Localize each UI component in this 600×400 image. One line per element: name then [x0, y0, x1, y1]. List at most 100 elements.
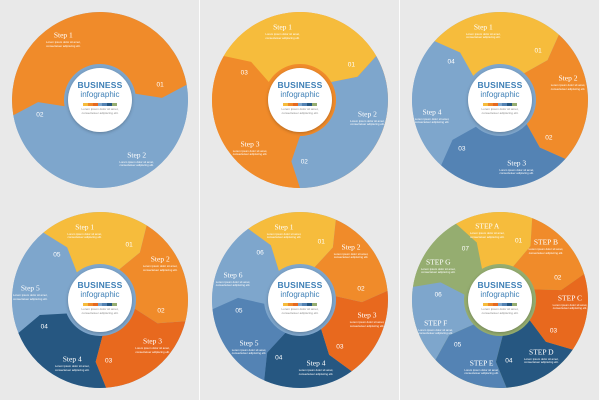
- segment-description: Lorem ipsum dolor sit amet, consectetuer…: [528, 247, 564, 255]
- segment-label: STEP B: [533, 237, 558, 247]
- segment-number: 06: [256, 249, 264, 256]
- segment-description: Lorem ipsum dolor sit amet, consectetuer…: [466, 32, 501, 40]
- segment-06: [212, 228, 279, 310]
- segment-label: Step 4: [306, 358, 326, 368]
- segment-description: Lorem ipsum dolor sit amet, consectetuer…: [333, 252, 369, 260]
- segment-description: Lorem ipsum dolor sit amet, consectetuer…: [67, 231, 102, 240]
- segment-description: Lorem ipsum dolor sit amet, consectetuer…: [231, 347, 267, 356]
- segment-label: Step 2: [357, 109, 377, 119]
- segment-label: Step 1: [53, 30, 73, 40]
- segment-description: Lorem ipsum dolor sit amet, consectetuer…: [418, 327, 453, 336]
- segment-01: [223, 12, 377, 82]
- hub-body-text: Lorem ipsum dolor sit amet, consectetuer…: [81, 307, 119, 315]
- segment-03: [529, 274, 588, 350]
- hub-title: BUSINESS: [477, 80, 523, 90]
- segment-description: Lorem ipsum dolor sit amet, consectetuer…: [119, 159, 154, 168]
- segment-03: [95, 308, 186, 388]
- segment-description: Lorem ipsum dolor sit amet, consectetuer…: [13, 293, 48, 301]
- segment-number: 04: [275, 354, 283, 362]
- color-swatch: [312, 303, 318, 306]
- segment-number: 03: [458, 145, 466, 153]
- segment-label: Step 3: [240, 139, 260, 149]
- segment-number: 05: [53, 251, 61, 259]
- segment-label: Step 1: [473, 22, 493, 32]
- hub-color-bar: [283, 103, 318, 106]
- hub-subtitle: infographic: [80, 290, 120, 299]
- segment-label: Step 5: [20, 283, 40, 293]
- segment-number: 03: [336, 343, 344, 351]
- color-swatch: [83, 103, 88, 106]
- diagram-three-step: Step 1 Lorem ipsum dolor sit amet, consec…: [200, 0, 400, 200]
- segment-description: Lorem ipsum dolor sit amet, consectetuer…: [470, 231, 505, 239]
- segment-number: 01: [534, 47, 542, 55]
- segment-number: 02: [554, 274, 562, 282]
- hub-title: BUSINESS: [477, 280, 523, 290]
- segment-label: Step 5: [239, 338, 259, 348]
- color-swatch: [107, 103, 113, 106]
- segment-number: 02: [157, 307, 165, 315]
- segment-label: Step 3: [507, 158, 527, 168]
- segment-description: Lorem ipsum dolor sit amet, consectetuer…: [414, 116, 450, 125]
- color-swatch: [483, 103, 488, 106]
- diagram-seven-step: STEP A Lorem ipsum dolor sit amet, consec…: [400, 200, 600, 400]
- hub-subtitle: infographic: [80, 90, 120, 99]
- segment-03: [441, 124, 566, 189]
- hub-color-bar: [83, 303, 118, 306]
- segment-label: STEP G: [425, 257, 451, 267]
- color-swatch: [92, 103, 98, 106]
- segment-number: 04: [447, 58, 455, 66]
- segment-description: Lorem ipsum dolor sit amet, consectetuer…: [266, 231, 302, 240]
- segment-label: Step 2: [341, 242, 361, 252]
- hub-subtitle: infographic: [280, 90, 320, 99]
- center-hub: BUSINESS infographic Lorem ipsum dolor sit…: [268, 268, 332, 332]
- segment-02: [13, 84, 189, 189]
- segment-05: [12, 232, 77, 333]
- segment-06: [412, 282, 474, 360]
- segment-description: Lorem ipsum dolor sit amet, consectetuer…: [552, 302, 588, 311]
- segment-number: 01: [347, 61, 356, 69]
- segment-05: [435, 324, 507, 388]
- center-hub: BUSINESS infographic Lorem ipsum dolor sit…: [468, 268, 532, 332]
- color-swatch: [497, 103, 503, 106]
- segment-description: Lorem ipsum dolor sit amet, consectetuer…: [232, 148, 268, 157]
- segment-01: [434, 12, 559, 76]
- cycle-diagram: [412, 12, 588, 189]
- segment-number: 01: [125, 241, 133, 249]
- color-swatch: [502, 103, 508, 106]
- hub-color-bar: [483, 103, 518, 106]
- color-swatch: [487, 303, 493, 306]
- center-hub: BUSINESS infographic Lorem ipsum dolor sit…: [268, 68, 332, 132]
- segment-label: Step 3: [357, 310, 377, 320]
- hub-body-text: Lorem ipsum dolor sit amet, consectetuer…: [481, 107, 519, 115]
- color-swatch: [502, 303, 508, 306]
- segment-label: Step 2: [150, 254, 170, 264]
- hub-body-text: Lorem ipsum dolor sit amet, consectetuer…: [481, 307, 519, 315]
- segment-description: Lorem ipsum dolor sit amet, consectetuer…: [420, 267, 456, 275]
- segment-description: Lorem ipsum dolor sit amet, consectetuer…: [46, 40, 81, 48]
- segment-number: 02: [36, 111, 44, 119]
- hub-subtitle: infographic: [480, 90, 520, 99]
- center-hub: BUSINESS infographic Lorem ipsum dolor sit…: [68, 68, 132, 132]
- color-swatch: [292, 303, 298, 306]
- hub-color-bar: [83, 103, 118, 106]
- segment-04: [264, 329, 352, 388]
- segment-number: 05: [235, 307, 243, 315]
- segment-03: [211, 56, 300, 188]
- hub-body-text: Lorem ipsum dolor sit amet, consectetuer…: [281, 307, 319, 315]
- diagram-four-step: Step 1 Lorem ipsum dolor sit amet, consec…: [400, 0, 600, 200]
- segment-label: Step 4: [62, 354, 82, 364]
- segment-01: [43, 212, 147, 273]
- color-swatch: [287, 303, 293, 306]
- segment-label: Step 2: [127, 150, 147, 160]
- segment-number: 05: [453, 341, 462, 349]
- color-swatch: [492, 303, 498, 306]
- hub-color-bar: [483, 303, 518, 306]
- color-swatch: [283, 103, 288, 106]
- segment-number: 01: [156, 81, 164, 89]
- segment-description: Lorem ipsum dolor sit amet, consectetuer…: [349, 320, 385, 328]
- color-swatch: [507, 103, 513, 106]
- hub-title: BUSINESS: [77, 80, 123, 90]
- segment-02: [291, 56, 389, 188]
- center-hub: BUSINESS infographic Lorem ipsum dolor sit…: [468, 68, 532, 132]
- color-swatch: [302, 303, 308, 306]
